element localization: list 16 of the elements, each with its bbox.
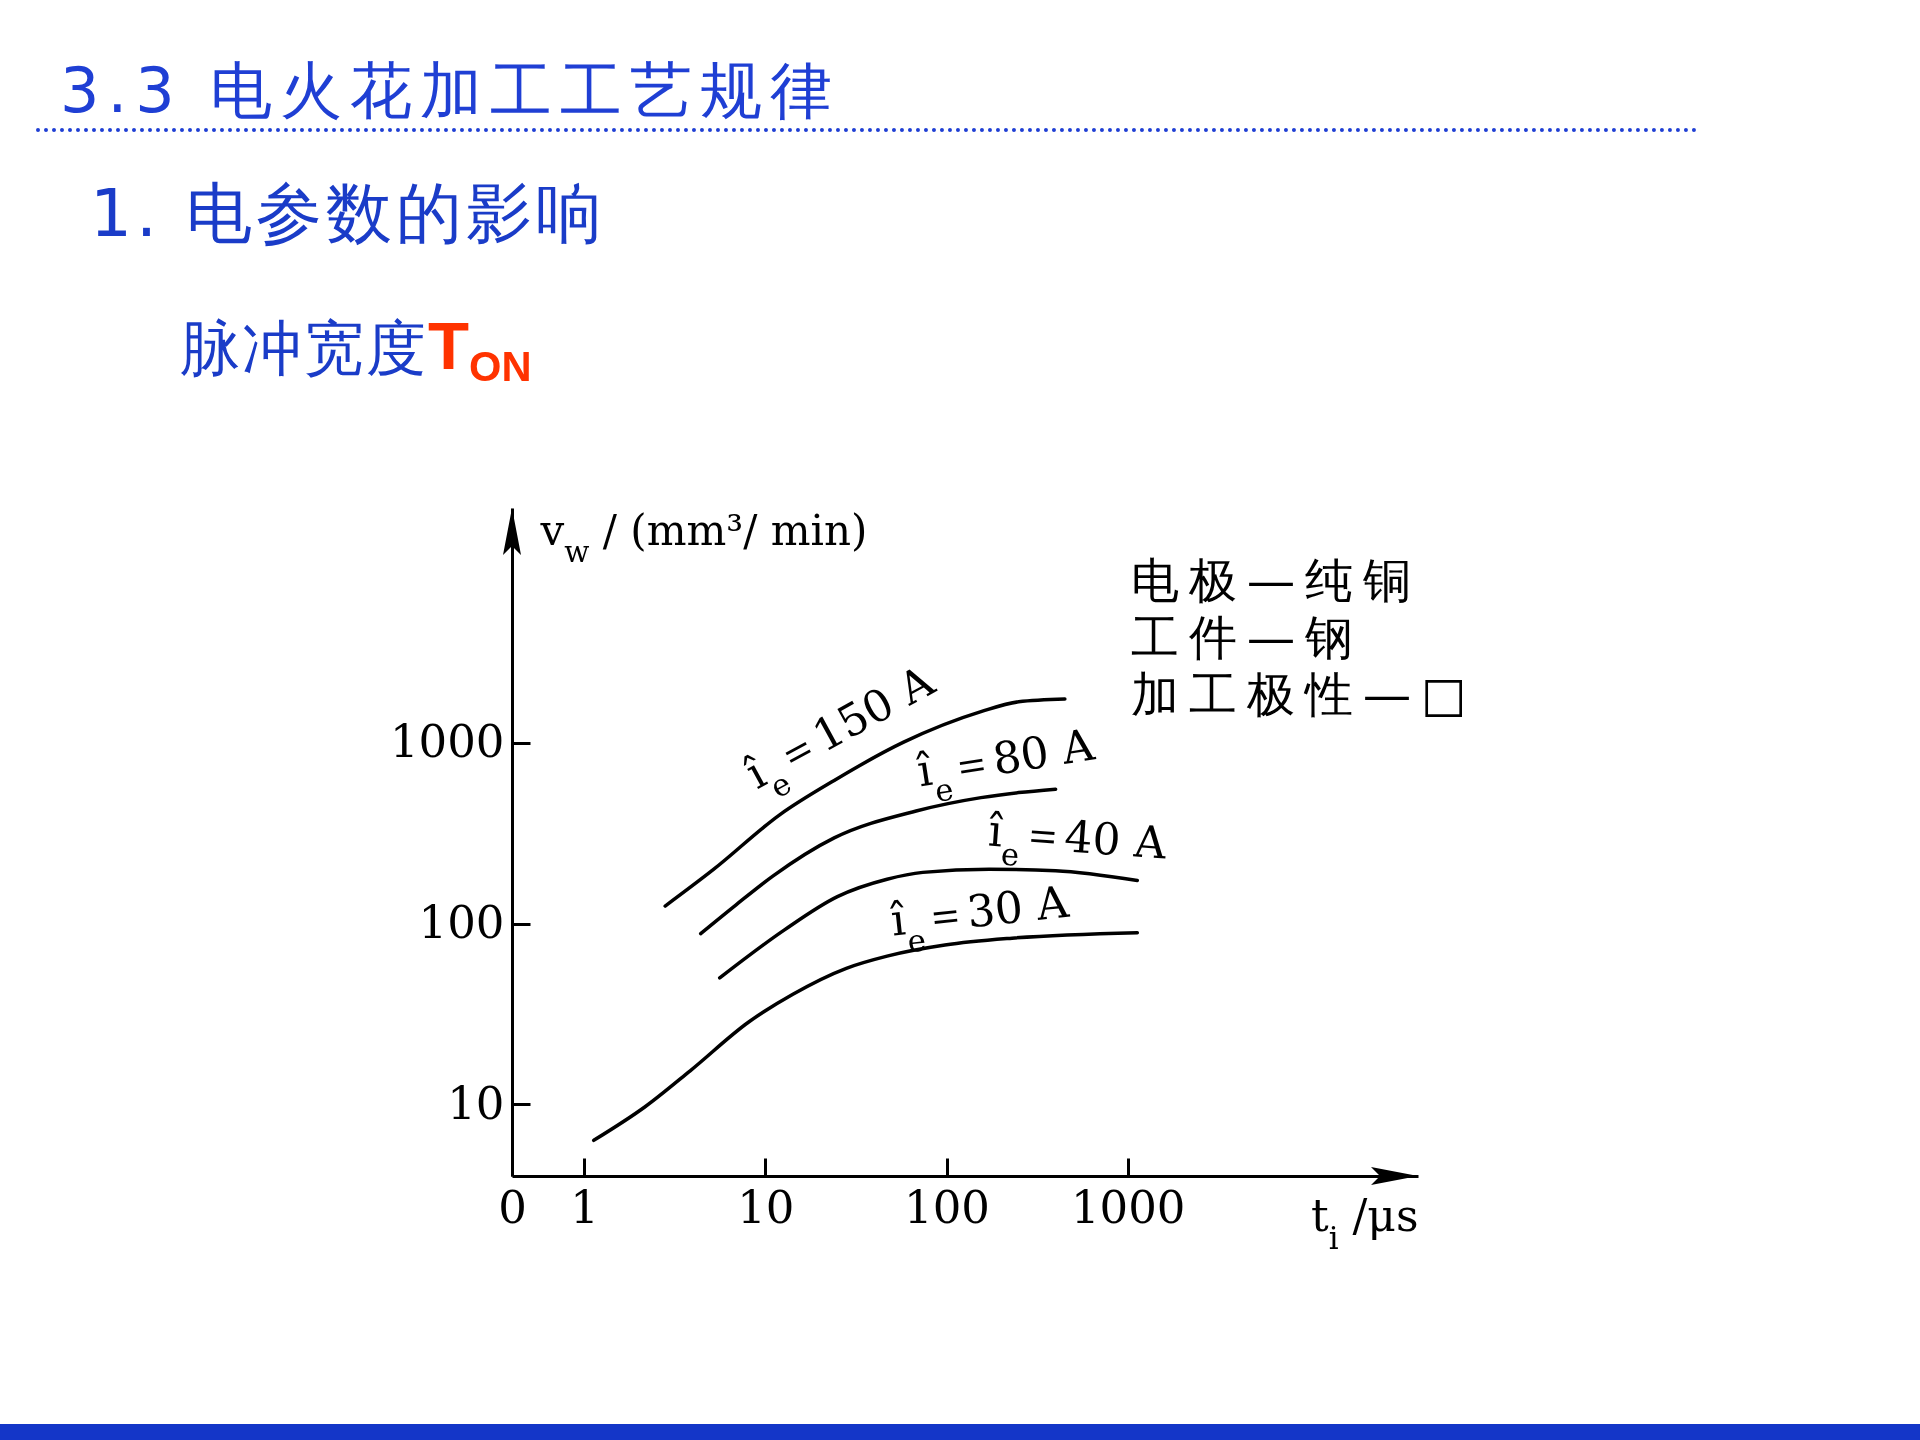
y-tick-label: 100 xyxy=(418,896,505,950)
x-tick-label: 1000 xyxy=(1070,1180,1186,1234)
chart-subtitle: 1. 电参数的影响 xyxy=(90,175,606,252)
y-axis-title: v$_{w}$ / (mm³/ min) xyxy=(539,505,868,569)
y-tick-label: 10 xyxy=(447,1076,505,1130)
x-axis-title: t$_{i}$ /μs xyxy=(1310,1189,1419,1256)
x-tick-label: 0 xyxy=(498,1180,527,1234)
x-tick-label: 100 xyxy=(904,1180,990,1234)
y-tick-label: 1000 xyxy=(389,715,505,769)
annotation: 电极—纯铜 xyxy=(1131,552,1422,609)
chart-title: 3.3 电火花加工工艺规律 xyxy=(60,54,841,127)
x-tick-label: 10 xyxy=(737,1180,795,1234)
x-tick-label: 1 xyxy=(570,1180,599,1234)
text: 脉冲宽度T$_{ON}$ xyxy=(180,308,532,391)
annotation: 工件—钢 xyxy=(1131,609,1364,666)
annotation: 加工极性—□ xyxy=(1131,666,1477,723)
